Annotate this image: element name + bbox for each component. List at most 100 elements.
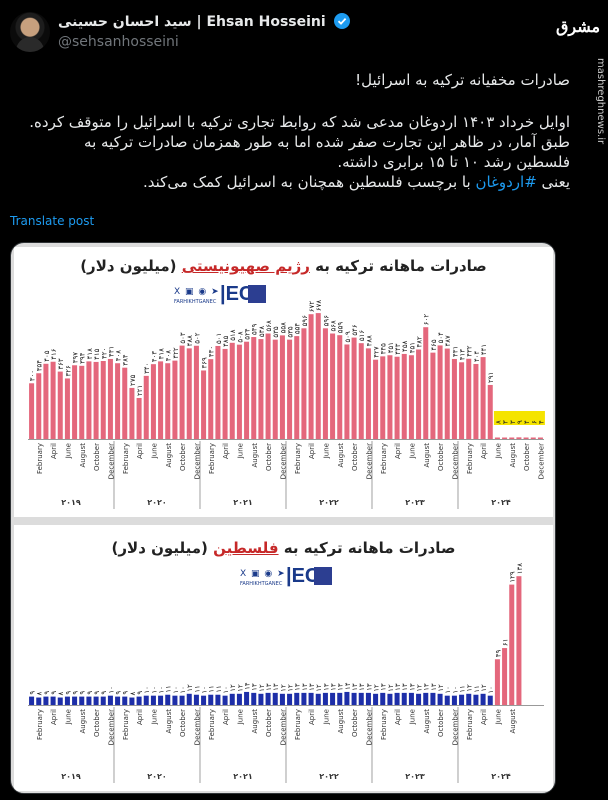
month-tick-label: December: [279, 709, 287, 745]
bar: [251, 692, 257, 705]
data-label: ۴۸۷: [444, 335, 452, 347]
bar: [444, 348, 450, 439]
translate-post-link[interactable]: Translate post: [10, 214, 95, 228]
month-tick-label: August: [165, 709, 173, 734]
bar: [308, 314, 314, 439]
month-tick-label: October: [179, 443, 187, 471]
data-label: ۹: [43, 691, 51, 695]
data-label: ۴: [523, 420, 531, 424]
data-label: ۱۲: [373, 684, 381, 692]
month-tick-label: October: [437, 709, 445, 737]
avatar[interactable]: [10, 12, 50, 52]
author-name-en[interactable]: | Ehsan Hosseini: [196, 14, 326, 30]
data-label: ۹: [100, 691, 108, 695]
bar: [451, 358, 457, 439]
bar: [430, 692, 436, 705]
bar: [143, 695, 149, 705]
author-handle[interactable]: @sehsanhosseini: [58, 34, 179, 50]
bar: [315, 693, 321, 705]
bar: [115, 696, 121, 705]
year-label: ۲۰۲۳: [405, 772, 425, 781]
data-label: ۵۰۳: [179, 332, 187, 344]
bar: [351, 692, 357, 705]
bar: [473, 694, 479, 705]
month-tick-label: April: [136, 709, 144, 725]
data-label: ۸: [129, 692, 137, 696]
month-tick-label: August: [423, 443, 431, 468]
data-label: ۱۲: [229, 684, 237, 692]
data-label: ۲۷۵: [129, 374, 137, 386]
month-tick-label: August: [509, 709, 517, 734]
bar: [365, 692, 371, 705]
bar: [172, 695, 178, 705]
bar: [86, 361, 92, 439]
data-label: ۴۰۸: [165, 350, 173, 362]
year-label: ۲۰۲۰: [147, 772, 167, 781]
site-watermark: mashreghnews.ir: [595, 58, 606, 145]
bar: [215, 345, 221, 439]
month-tick-label: October: [351, 443, 359, 471]
bar: [430, 352, 436, 439]
bar: [201, 695, 207, 705]
chart-title: صادرات ماهانه ترکیه به فلسطین (میلیون دل…: [111, 539, 456, 557]
month-tick-label: August: [79, 443, 87, 468]
data-label: ۶: [530, 420, 538, 424]
data-label: ۱۳: [423, 683, 431, 691]
bar: [373, 359, 379, 439]
data-label: ۴۸۸: [365, 335, 373, 347]
bar: [480, 357, 486, 439]
author-name[interactable]: سید احسان حسینی | Ehsan Hosseini: [58, 13, 350, 33]
month-tick-label: February: [122, 709, 130, 740]
bar: [380, 356, 386, 439]
data-label: ۳۶۹: [201, 357, 209, 369]
data-label: ۳: [502, 420, 510, 424]
bar: [502, 437, 508, 439]
bar: [408, 355, 414, 439]
bar: [229, 342, 235, 439]
tweet-line: اوایل خرداد ۱۴۰۳ اردوغان مدعی شد که رواب…: [29, 113, 570, 131]
tweet-media-image[interactable]: صادرات ماهانه ترکیه به رژیم صهیونیستی (م…: [10, 242, 556, 794]
bar: [437, 345, 443, 439]
data-label: ۶۰۲: [423, 314, 431, 326]
month-tick-label: April: [222, 709, 230, 725]
data-label: ۱۳: [408, 683, 416, 691]
bar: [100, 361, 106, 439]
month-tick-label: December: [193, 709, 201, 745]
highlight-box: [493, 411, 502, 425]
tweet-line: صادرات مخفیانه ترکیه به اسرائیل!: [355, 71, 570, 89]
bar: [444, 695, 450, 705]
month-tick-label: August: [337, 443, 345, 468]
bar: [423, 692, 429, 705]
data-label: ۱۳: [308, 683, 316, 691]
data-label: ۳۶۳: [57, 358, 65, 370]
hashtag-link[interactable]: #اردوغان: [475, 173, 537, 191]
month-tick-label: August: [165, 443, 173, 468]
month-tick-label: October: [179, 709, 187, 737]
bar: [229, 693, 235, 705]
highlight-box: [501, 411, 510, 425]
data-label: ۱۰: [172, 686, 180, 694]
data-label: ۴۲۲: [172, 347, 180, 359]
data-label: ۴۱۶: [50, 348, 58, 360]
month-tick-label: June: [408, 443, 416, 459]
month-tick-label: October: [437, 443, 445, 471]
author-name-fa[interactable]: سید احسان حسینی: [58, 14, 192, 30]
bar: [502, 648, 508, 705]
data-label: ۵۰۸: [236, 331, 244, 343]
bar: [64, 696, 70, 705]
data-label: ۵۶۸: [330, 320, 338, 332]
data-label: ۹: [516, 420, 524, 424]
data-label: ۵۴۶: [351, 324, 359, 336]
bar: [516, 576, 522, 705]
bar: [459, 362, 465, 439]
data-label: ۵۰۴: [437, 332, 445, 344]
bar: [158, 695, 164, 705]
bar: [401, 353, 407, 439]
data-label: ۸: [494, 420, 502, 424]
data-label: ۱۳: [394, 683, 402, 691]
bar: [186, 693, 192, 705]
month-tick-label: June: [150, 709, 158, 725]
year-label: ۲۰۲۴: [491, 772, 511, 781]
bar: [344, 344, 350, 439]
